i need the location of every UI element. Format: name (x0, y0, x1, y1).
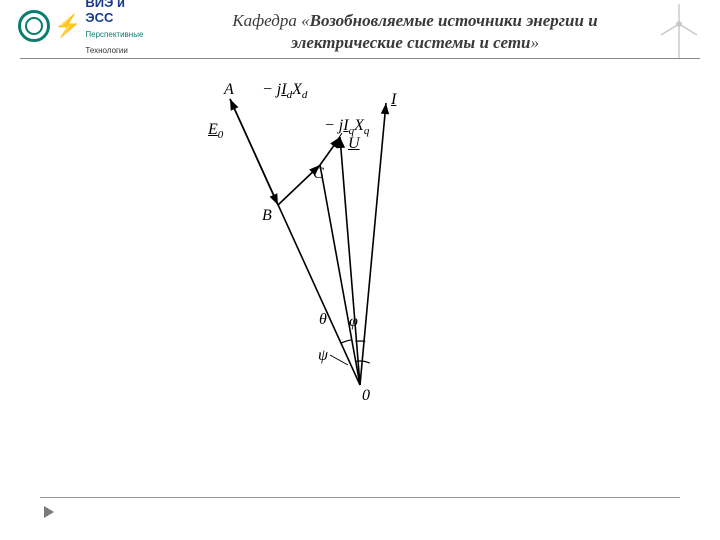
phasor-diagram: AE0− jIdXd− jIqXqBCUIθφψ0 (190, 85, 450, 415)
label-I: I (391, 91, 396, 109)
logo-ring-icon (18, 10, 50, 42)
label-theta: θ (319, 311, 327, 329)
logo-text-sub1: Перспективные (85, 30, 143, 39)
diagram-svg (190, 85, 450, 415)
title-bold: Возобновляемые источники энергии и элект… (291, 11, 598, 52)
play-icon (44, 506, 54, 518)
logo-text-main: ВИЭ и ЭСС (85, 0, 148, 25)
label-phi: φ (349, 313, 358, 331)
label-C: C (313, 165, 324, 183)
header-divider (20, 58, 700, 59)
label-psi: ψ (318, 347, 328, 365)
header: ⚡ ВИЭ и ЭСС Перспективные Технологии Каф… (0, 0, 720, 60)
label-E0: E0 (208, 121, 223, 141)
footer-divider (40, 497, 680, 498)
logo-text-sub2: Технологии (85, 46, 127, 55)
logo-bolt-icon: ⚡ (54, 15, 81, 37)
label-jIqXq: − jIqXq (324, 117, 369, 137)
title-suffix: » (531, 33, 540, 52)
label-jIdXd: − jIdXd (262, 81, 307, 101)
page-title: Кафедра «Возобновляемые источники энерги… (180, 10, 650, 54)
windmill-icon (652, 2, 706, 58)
label-B: B (262, 207, 272, 225)
logo: ⚡ ВИЭ и ЭСС Перспективные Технологии (18, 6, 148, 46)
label-A: A (224, 81, 234, 99)
label-U: U (348, 135, 360, 153)
title-prefix: Кафедра « (232, 11, 309, 30)
label-O: 0 (362, 387, 370, 405)
